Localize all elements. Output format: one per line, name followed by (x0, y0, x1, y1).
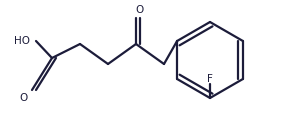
Text: O: O (136, 5, 144, 15)
Text: O: O (20, 93, 28, 103)
Text: F: F (207, 74, 213, 84)
Text: HO: HO (14, 36, 30, 46)
